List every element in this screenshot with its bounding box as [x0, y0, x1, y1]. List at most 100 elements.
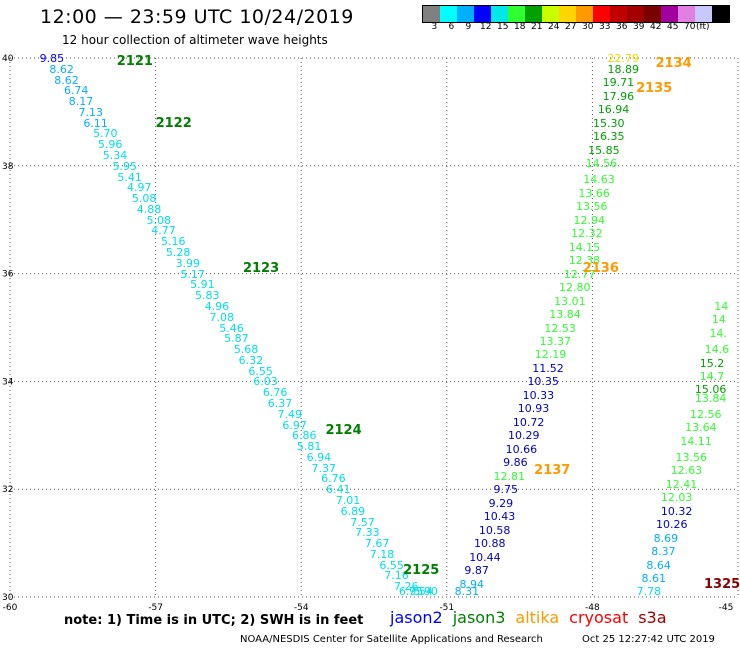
track-id-label: 2135 — [636, 80, 673, 96]
swh-label: 7.08 — [209, 310, 235, 324]
color-swatch — [542, 6, 559, 22]
swh-label: 10.58 — [478, 523, 511, 537]
color-swatch — [440, 6, 457, 22]
swh-label: 13.56 — [675, 450, 707, 464]
swh-label: 5.91 — [190, 278, 215, 292]
lon-tick-label: -54 — [294, 603, 309, 613]
swh-label: 7.54 — [408, 585, 434, 598]
swh-label: 15.30 — [592, 116, 625, 130]
swh-label: 14.63 — [583, 173, 615, 187]
color-scale-label: 33 — [599, 22, 611, 32]
swh-label: 12.19 — [534, 348, 567, 362]
swh-label: 5.68 — [233, 343, 259, 357]
color-swatch — [644, 6, 661, 22]
swh-label: 13.37 — [539, 334, 572, 348]
color-swatch — [627, 6, 644, 22]
swh-label: 15.06 — [694, 383, 727, 397]
swh-label: 16.35 — [592, 130, 625, 144]
swh-label: 10.32 — [660, 504, 693, 518]
swh-label: 5.83 — [194, 289, 220, 303]
color-swatch — [508, 6, 525, 22]
color-swatch — [423, 6, 440, 22]
swh-label: 6.11 — [83, 116, 108, 130]
satellite-legend: jason2 jason3 altika cryosat s3a — [390, 608, 677, 627]
swh-label: 12.53 — [544, 321, 576, 335]
track-id-label: 2123 — [242, 261, 280, 277]
swh-label: 6.32 — [238, 353, 264, 367]
color-scale-label: 45 — [667, 22, 679, 32]
generated-timestamp: Oct 25 12:27:42 UTC 2019 — [582, 634, 715, 645]
color-scale-label: 36 — [616, 22, 628, 32]
swh-label: 17.96 — [602, 89, 635, 103]
swh-label: 12.63 — [670, 464, 703, 478]
swh-label: 12.81 — [493, 469, 525, 483]
swh-label: 9.86 — [503, 456, 528, 470]
swh-label: 11.52 — [532, 361, 564, 375]
swh-label: 12.32 — [571, 227, 603, 241]
swh-label: 10.93 — [517, 402, 550, 416]
swh-label: 5.87 — [224, 332, 249, 346]
swh-label: 13.01 — [554, 294, 586, 308]
color-scale-label: 6 — [448, 22, 455, 32]
swh-label: 4.77 — [151, 224, 176, 238]
swh-label: 8.31 — [454, 585, 480, 598]
swh-label: 7.16 — [384, 569, 409, 583]
swh-label: 7.01 — [335, 493, 361, 507]
swh-label: 4.97 — [127, 181, 152, 195]
swh-label: 12.41 — [665, 477, 698, 491]
swh-label: 8.17 — [68, 95, 94, 109]
lat-tick-label: 36 — [2, 270, 14, 280]
color-swatch — [491, 6, 508, 22]
swh-label: 6.03 — [253, 375, 278, 389]
swh-label: 6.76 — [321, 472, 346, 486]
lon-tick-label: -51 — [439, 603, 454, 613]
color-scale-label: 18 — [514, 22, 526, 32]
color-scale-bar — [422, 5, 730, 23]
lat-tick-label: 32 — [2, 485, 13, 495]
swh-label: 5.70 — [93, 127, 118, 141]
swh-label: 6.94 — [306, 450, 332, 464]
track-id-label: 2121 — [116, 53, 153, 69]
satellite-legend-item: altika — [515, 608, 560, 627]
swh-label: 5.17 — [180, 267, 205, 281]
swh-label: 3.99 — [175, 256, 201, 270]
lat-tick-label: 30 — [2, 593, 14, 603]
swh-label: 10.88 — [474, 537, 506, 551]
track-id-label: 2136 — [582, 261, 619, 277]
satellite-legend-item: jason3 — [452, 608, 506, 627]
swh-label: 8.37 — [651, 545, 676, 559]
swh-label: 6.89 — [340, 504, 366, 518]
swh-label: 6.95 — [398, 585, 424, 598]
swh-label: 8.62 — [54, 73, 79, 87]
color-swatch — [525, 6, 542, 22]
track-id-label: 2122 — [155, 115, 192, 131]
color-scale-label: 24 — [548, 22, 560, 32]
color-swatch — [474, 6, 491, 22]
swh-label: 5.96 — [97, 138, 123, 152]
swh-label: 22.79 — [607, 52, 640, 65]
swh-label: 15.85 — [588, 143, 620, 157]
swh-label: 10.72 — [512, 415, 545, 429]
track-id-label: 2134 — [655, 56, 692, 72]
swh-label: 12.56 — [690, 407, 722, 421]
lon-tick-label: -48 — [585, 603, 600, 613]
swh-label: 9.85 — [39, 52, 65, 65]
swh-label: 5.95 — [112, 159, 137, 173]
swh-label: 16.94 — [597, 103, 630, 117]
swh-label: 8.94 — [459, 577, 484, 591]
swh-label: 15.2 — [699, 356, 725, 370]
swh-label: 7.49 — [277, 407, 302, 421]
swh-label: 10.29 — [508, 429, 540, 443]
swh-label: 7.57 — [350, 515, 375, 529]
color-swatch — [712, 6, 729, 22]
swh-label: 4.88 — [136, 202, 162, 216]
swh-label: 10.26 — [656, 518, 688, 532]
page-title: 12:00 — 23:59 UTC 10/24/2019 — [40, 6, 354, 28]
swh-label: 14 — [714, 299, 729, 313]
lat-tick-label: 38 — [2, 162, 14, 172]
swh-label: 7.33 — [355, 526, 380, 540]
footnote: note: 1) Time is in UTC; 2) SWH is in fe… — [64, 613, 364, 628]
color-scale-label: 15 — [497, 22, 509, 32]
swh-label: 6.97 — [282, 418, 307, 432]
track-id-label: 1325 — [704, 576, 740, 592]
